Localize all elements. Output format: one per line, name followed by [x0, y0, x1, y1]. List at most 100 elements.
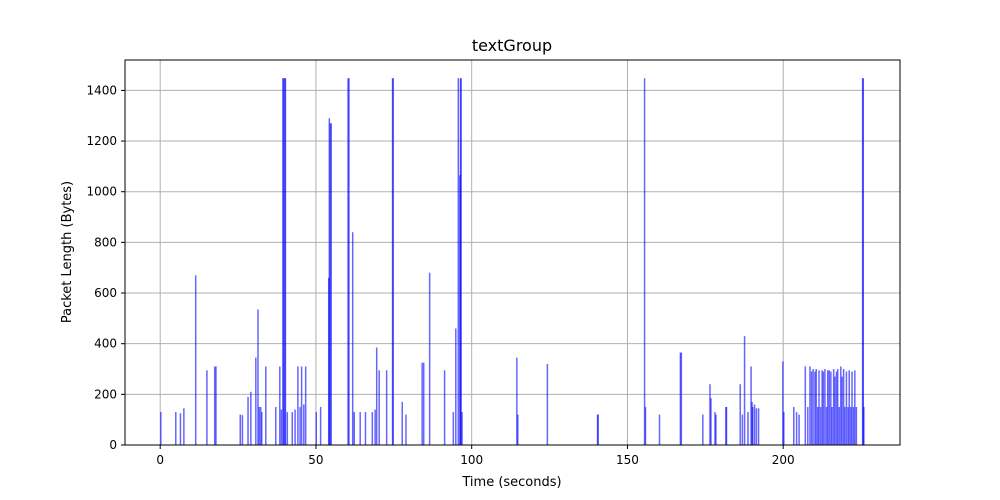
packet-bar — [265, 366, 267, 445]
packet-bar — [817, 407, 819, 445]
packet-bar — [841, 376, 843, 445]
packet-bar — [516, 357, 518, 445]
packet-bar — [851, 371, 853, 445]
packet-bar — [405, 414, 407, 445]
packet-bar — [809, 366, 811, 445]
x-tick-label: 150 — [616, 453, 639, 467]
packet-bar — [215, 366, 217, 445]
packet-bar — [260, 412, 263, 445]
packet-bar — [755, 408, 758, 445]
x-tick-label: 100 — [460, 453, 483, 467]
x-tick-label: 200 — [772, 453, 795, 467]
x-tick-label: 50 — [308, 453, 323, 467]
packet-bar — [374, 409, 376, 445]
packet-bar — [741, 414, 744, 445]
packet-bar — [852, 407, 855, 445]
packet-bar — [351, 232, 354, 445]
packet-bar — [821, 370, 823, 445]
packet-bar — [831, 407, 833, 445]
packet-bar — [401, 401, 403, 445]
packet-bar — [385, 370, 388, 445]
packet-bar — [371, 412, 374, 445]
packet-bar — [812, 369, 814, 445]
packet-bar — [247, 396, 249, 445]
packet-bar — [319, 407, 322, 445]
packet-bar — [452, 412, 455, 445]
packet-bar — [753, 404, 756, 445]
packet-bar — [280, 409, 283, 445]
packet-bar — [855, 407, 858, 445]
packet-bar — [304, 366, 307, 445]
packet-bar — [329, 123, 332, 446]
packet-bar — [824, 369, 826, 445]
packet-bar — [795, 412, 798, 445]
packet-bar — [392, 78, 394, 445]
packet-bar — [830, 371, 832, 445]
packet-bar — [844, 407, 846, 445]
packet-bar — [286, 412, 289, 445]
packet-bar — [460, 78, 462, 445]
packet-bar — [257, 309, 259, 445]
packet-bar — [757, 408, 760, 445]
packet-bar — [359, 412, 361, 445]
packet-bar — [443, 370, 446, 445]
packet-bar — [840, 366, 842, 445]
packet-bar — [457, 78, 460, 445]
packet-bar — [275, 407, 277, 445]
packet-bar — [709, 384, 711, 445]
packet-bar — [783, 412, 785, 445]
packet-bar — [810, 371, 813, 445]
x-tick-label: 0 — [156, 453, 164, 467]
packet-bar — [715, 414, 717, 445]
packet-bar — [353, 412, 356, 445]
packet-bar — [847, 407, 849, 445]
packet-bar — [826, 370, 829, 445]
packet-bar — [838, 407, 841, 445]
packet-bar — [819, 407, 822, 445]
packet-bar — [422, 362, 425, 445]
packet-bar — [179, 413, 182, 445]
packet-bar — [194, 275, 197, 445]
packet-bar — [828, 370, 831, 445]
y-tick-label: 0 — [109, 438, 117, 452]
y-tick-label: 1400 — [86, 83, 117, 97]
packet-bar — [282, 78, 285, 445]
packet-bar — [850, 407, 852, 445]
y-tick-label: 400 — [94, 337, 117, 351]
packet-bar — [258, 407, 261, 445]
packet-bar — [291, 412, 294, 445]
packet-bar — [300, 366, 303, 445]
packet-bar — [834, 376, 836, 445]
plot-frame — [124, 59, 901, 446]
packet-bar — [328, 118, 331, 445]
packet-bar — [679, 352, 682, 445]
packet-bar — [428, 272, 431, 445]
packet-bar — [814, 371, 816, 445]
packet-bar — [175, 412, 177, 445]
y-axis-ticks: 0 200 400 600 800 1000 1200 1400 — [86, 83, 125, 452]
x-axis-label: Time (seconds) — [461, 475, 561, 490]
packet-bar — [644, 407, 647, 445]
packet-bar — [294, 409, 296, 445]
packet-bar — [517, 414, 519, 445]
packet-bar — [842, 369, 845, 445]
packet-bar — [315, 412, 318, 445]
packet-bar — [822, 371, 825, 445]
packet-bar — [206, 370, 208, 445]
packet-bar — [751, 407, 754, 445]
packet-bar — [825, 407, 828, 445]
packet-bar — [348, 78, 350, 445]
packet-bar — [160, 412, 162, 445]
y-tick-label: 1000 — [86, 185, 117, 199]
packet-bar — [832, 369, 835, 445]
packet-bar — [836, 369, 839, 445]
packet-bar — [798, 414, 800, 445]
packet-bar — [375, 347, 378, 445]
y-tick-label: 200 — [94, 387, 117, 401]
y-tick-label: 600 — [94, 286, 117, 300]
packet-bar — [854, 370, 856, 445]
packet-bar — [546, 363, 549, 445]
packet-bar — [260, 407, 262, 445]
packet-bar — [710, 398, 712, 445]
